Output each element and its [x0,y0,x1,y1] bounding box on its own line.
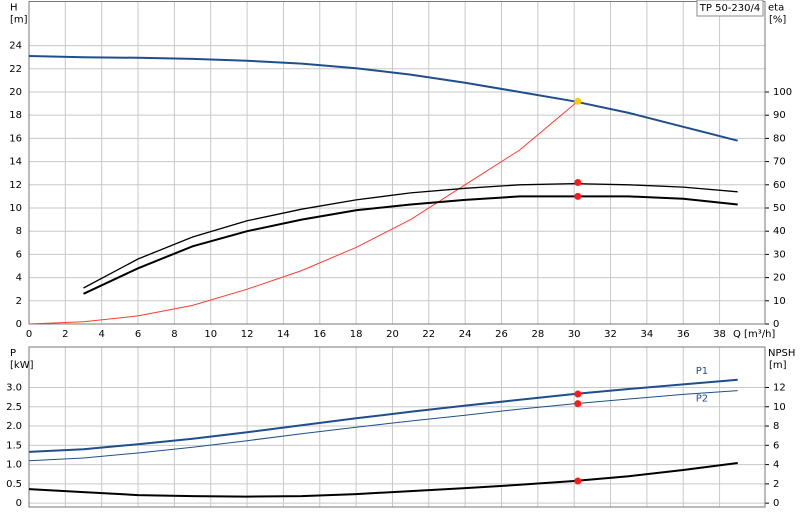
y2-tick-label: 100 [773,87,792,98]
x-tick-label: 18 [350,329,363,340]
x-tick-label: 0 [26,329,32,340]
y2-tick-label: 10 [773,402,786,413]
y2-tick-label: 30 [773,249,786,260]
y-tick-label: 1.0 [6,460,22,471]
y2-tick-label: 4 [773,460,779,471]
x-tick-label: 36 [677,329,690,340]
y2-tick-label: 20 [773,273,786,284]
y2-tick-label: 0 [773,498,779,509]
x-tick-label: 32 [604,329,617,340]
y-tick-label: 1.5 [6,440,22,451]
y2-tick-label: 6 [773,440,779,451]
chart-title: TP 50-230/4 [699,3,760,14]
y-tick-label: 24 [9,41,22,52]
y2-tick-label: 50 [773,203,786,214]
x-tick-label: 4 [99,329,105,340]
x-tick-label: 38 [713,329,726,340]
y-tick-label: 3.0 [6,382,22,393]
y2-tick-label: 40 [773,226,786,237]
x-tick-label: 20 [386,329,399,340]
y-axis-unit: [kW] [10,360,34,371]
curve [28,390,738,462]
x-tick-label: 22 [422,329,435,340]
y2-tick-label: 8 [773,421,779,432]
y-tick-label: 16 [9,133,22,144]
y-tick-label: 0.5 [6,479,22,490]
y-tick-label: 6 [16,249,22,260]
y2-tick-label: 60 [773,180,786,191]
x-tick-label: 14 [277,329,290,340]
curve [28,462,738,498]
x-tick-label: 16 [313,329,326,340]
curve [28,55,738,142]
y2-tick-label: 90 [773,110,786,121]
x-tick-label: 12 [241,329,254,340]
plot-frame [28,346,766,508]
x-tick-label: 10 [204,329,217,340]
y-tick-label: 8 [16,226,22,237]
y-tick-label: 12 [9,180,22,191]
series-label: P1 [696,366,708,377]
x-axis-label: Q [m³/h] [733,329,775,340]
x-tick-label: 34 [641,329,654,340]
x-tick-label: 30 [568,329,581,340]
y-tick-label: 2.0 [6,421,22,432]
y-tick-label: 0 [16,498,22,509]
duty-point [574,390,582,398]
y-axis-label: P [10,348,16,359]
x-tick-label: 2 [62,329,68,340]
duty-point [574,400,582,408]
y2-tick-label: 80 [773,133,786,144]
x-tick-label: 8 [171,329,177,340]
duty-point [574,477,582,485]
series-label: P2 [696,394,708,405]
y-tick-label: 22 [9,64,22,75]
y2-axis-unit: [m] [769,360,787,371]
y-tick-label: 10 [9,203,22,214]
plot-frame [28,1,766,325]
y-tick-label: 2 [16,296,22,307]
curve [28,378,738,453]
duty-point [574,178,582,186]
y-tick-label: 18 [9,110,22,121]
curve [83,182,738,289]
y-tick-label: 14 [9,157,22,168]
y-axis-label: H [10,3,18,14]
y-tick-label: 4 [16,273,22,284]
x-tick-label: 28 [531,329,544,340]
y2-tick-label: 12 [773,382,786,393]
x-tick-label: 6 [135,329,141,340]
y2-tick-label: 0 [773,319,779,330]
y-tick-label: 20 [9,87,22,98]
y2-tick-label: 70 [773,157,786,168]
y-tick-label: 2.5 [6,402,22,413]
y2-tick-label: 10 [773,296,786,307]
y2-axis-unit: [%] [769,15,786,26]
curve [28,100,579,325]
y-tick-label: 0 [16,319,22,330]
y-axis-unit: [m] [10,15,28,26]
curve [83,195,738,295]
y2-tick-label: 2 [773,479,779,490]
title-box [696,0,764,17]
duty-point [574,97,582,105]
x-tick-label: 26 [495,329,508,340]
y2-axis-label: NPSH [768,348,795,359]
y2-axis-label: eta [768,3,784,14]
x-tick-label: 24 [459,329,472,340]
duty-point [574,192,582,200]
